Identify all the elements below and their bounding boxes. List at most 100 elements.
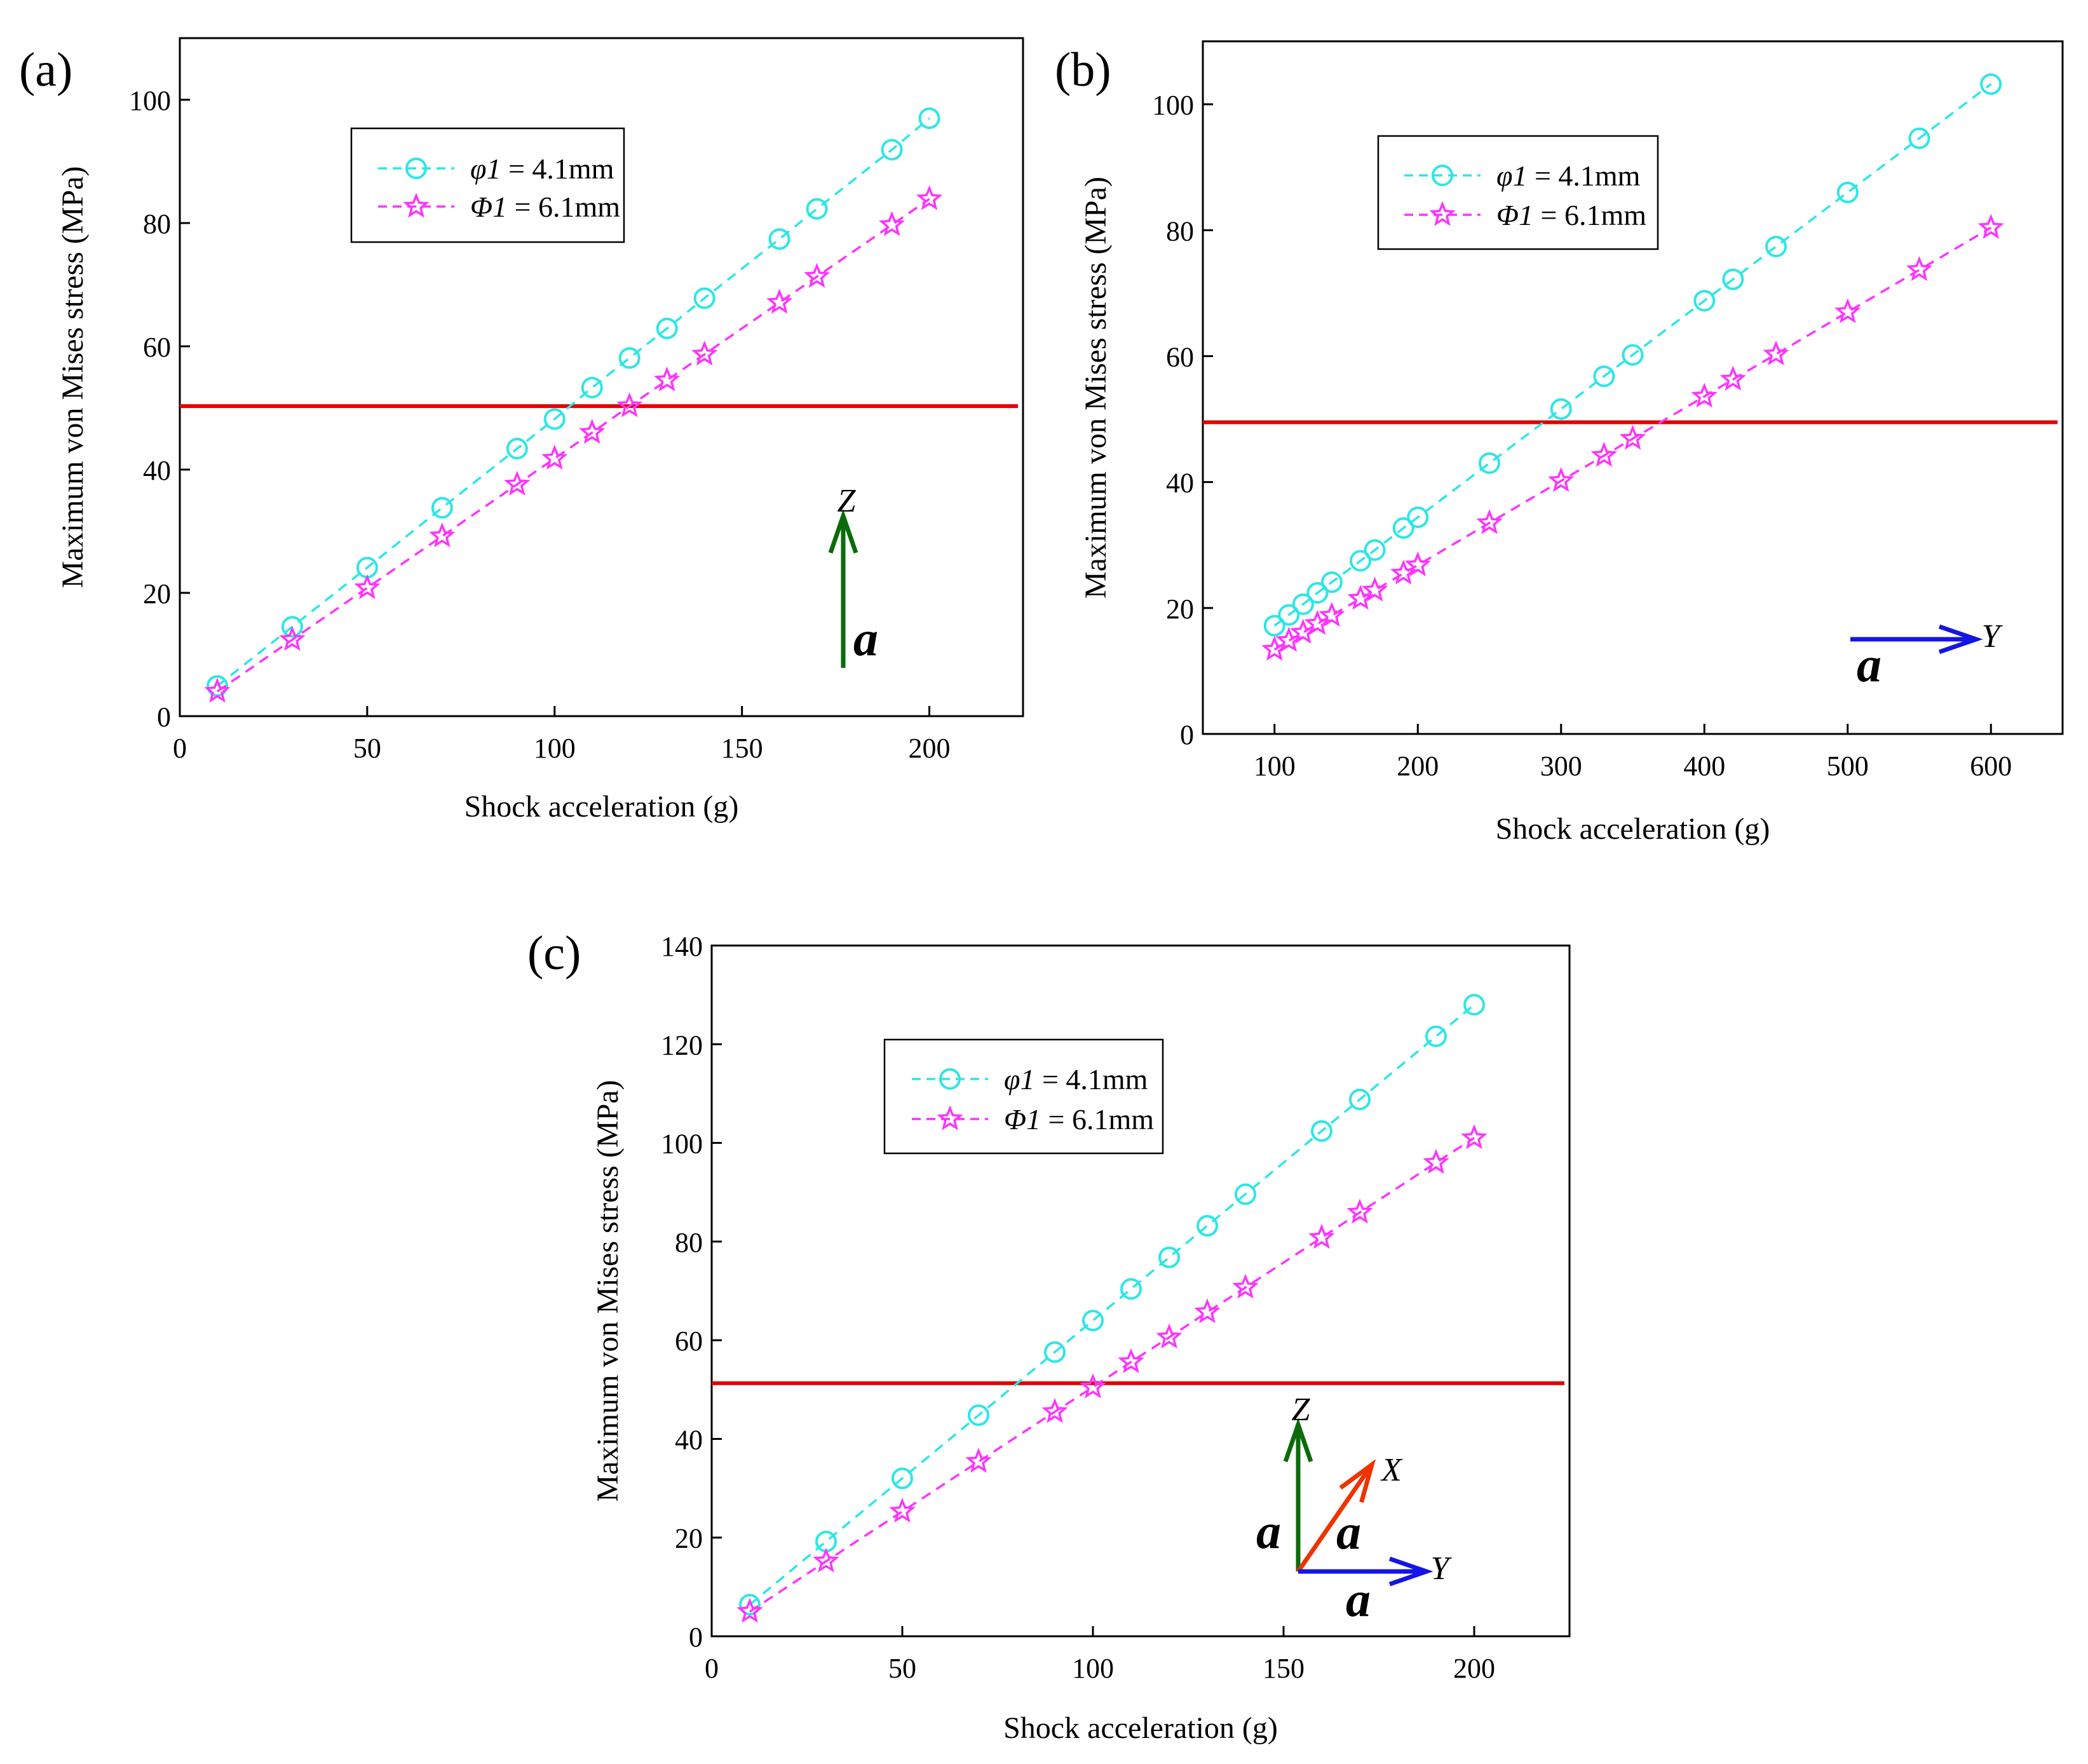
y-vector-label: a	[1346, 1571, 1371, 1627]
legend-label-value: = 6.1mm	[507, 191, 620, 223]
plot-frame	[710, 944, 1571, 1638]
data-point	[806, 198, 828, 220]
series-Phi1-6-1mm	[736, 1124, 1488, 1623]
legend-label-variable: Φ1	[470, 191, 507, 223]
x-axis-ticks: 0 50 100 150 200	[705, 1626, 1495, 1684]
legend-label: φ1 = 4.1mm	[1004, 1063, 1148, 1096]
legend-label-variable: Φ1	[1004, 1103, 1041, 1136]
legend-label-variable: φ1	[470, 153, 501, 185]
x-axis-label: X	[1380, 1452, 1403, 1488]
x-tick-label: 0	[173, 733, 187, 764]
data-point	[804, 262, 830, 288]
data-point	[1693, 290, 1716, 312]
y-tick-label: 80	[1166, 215, 1194, 247]
data-point	[916, 185, 943, 210]
y-tick-label: 140	[661, 931, 703, 962]
x-tick-label: 50	[888, 1653, 916, 1684]
legend-marker	[1429, 201, 1456, 226]
legend-marker	[403, 193, 430, 218]
y-vector-label: a	[1857, 637, 1881, 692]
x-vector-label: a	[1336, 1504, 1361, 1559]
data-point	[431, 497, 453, 519]
data-point	[1548, 467, 1575, 492]
plot-frame	[1202, 40, 2064, 735]
legend-box	[350, 127, 625, 243]
y-tick-label: 20	[143, 578, 171, 609]
y-tick-label: 40	[1166, 468, 1194, 499]
data-point	[504, 470, 531, 496]
data-point	[616, 392, 643, 417]
data-point	[204, 677, 231, 703]
data-point	[1320, 571, 1343, 594]
data-point	[1156, 1323, 1183, 1348]
y-tick-label: 60	[143, 332, 171, 363]
legend-entry: φ1 = 4.1mm	[378, 153, 614, 185]
z-vector-arrow	[1283, 1418, 1313, 1571]
data-point	[1404, 551, 1431, 577]
data-point	[1118, 1348, 1144, 1373]
data-point	[543, 408, 566, 430]
data-point	[1275, 627, 1302, 652]
legend-label-value: = 4.1mm	[501, 153, 614, 185]
data-point	[1425, 1025, 1447, 1047]
data-point	[1977, 214, 2004, 239]
y-vector-arrow-head	[1388, 1556, 1434, 1587]
data-point	[281, 616, 303, 638]
data-point	[1619, 424, 1646, 450]
data-point	[1346, 1198, 1373, 1224]
y-axis-title: Maximum von Mises stress (MPa)	[591, 1080, 625, 1502]
acceleration-direction-annotation: Ya	[1850, 618, 2003, 692]
legend-marker	[405, 158, 427, 179]
data-point	[1292, 593, 1314, 615]
data-point	[1308, 1223, 1335, 1249]
x-tick-label: 50	[353, 733, 381, 764]
data-point	[1041, 1397, 1068, 1423]
panel-label: (b)	[1055, 43, 1111, 97]
legend-box	[883, 1038, 1164, 1155]
y-tick-label: 100	[129, 85, 171, 116]
series-line	[1273, 226, 1992, 651]
x-axis-title: Shock acceleration (g)	[1496, 812, 1770, 846]
z-vector-arrow	[828, 509, 858, 668]
series-phi1-4-1mm	[206, 107, 940, 697]
data-point	[1691, 383, 1718, 408]
data-point	[656, 317, 678, 339]
data-point	[1908, 127, 1930, 149]
legend-entry: φ1 = 4.1mm	[1404, 159, 1641, 192]
data-point	[1407, 506, 1429, 529]
legend-label: φ1 = 4.1mm	[1496, 159, 1641, 192]
data-point	[354, 574, 381, 599]
data-point	[1304, 609, 1331, 635]
data-point	[506, 438, 528, 460]
x-tick-label: 400	[1683, 750, 1725, 782]
y-tick-label: 40	[143, 455, 171, 486]
x-tick-label: 0	[705, 1653, 719, 1684]
data-point	[691, 340, 718, 366]
data-point	[1278, 604, 1300, 626]
x-tick-label: 600	[1970, 750, 2012, 782]
data-point	[1044, 1341, 1066, 1363]
y-tick-label: 80	[675, 1227, 703, 1258]
data-point	[1311, 1120, 1332, 1142]
data-point	[918, 107, 940, 130]
data-point	[1194, 1298, 1221, 1324]
data-point	[693, 287, 715, 309]
legend-label-value: = 4.1mm	[1034, 1063, 1148, 1096]
acceleration-direction-annotation: Za	[828, 483, 878, 668]
data-point	[766, 288, 793, 314]
legend: φ1 = 4.1mm Φ1 = 6.1mm	[1377, 135, 1659, 250]
series-line	[749, 1137, 1475, 1613]
series-line	[749, 1003, 1475, 1606]
panel-label: (c)	[527, 926, 581, 980]
z-vector-label: a	[1256, 1503, 1281, 1559]
legend: φ1 = 4.1mm Φ1 = 6.1mm	[350, 127, 625, 243]
data-point	[279, 625, 306, 651]
data-point	[579, 419, 606, 444]
series-phi1-4-1mm	[1263, 73, 2002, 637]
series-Phi1-6-1mm	[204, 185, 943, 703]
data-point	[1197, 1215, 1218, 1237]
data-point	[1834, 298, 1861, 323]
legend-label: Φ1 = 6.1mm	[470, 191, 620, 223]
y-vector-arrow	[1850, 624, 1983, 655]
